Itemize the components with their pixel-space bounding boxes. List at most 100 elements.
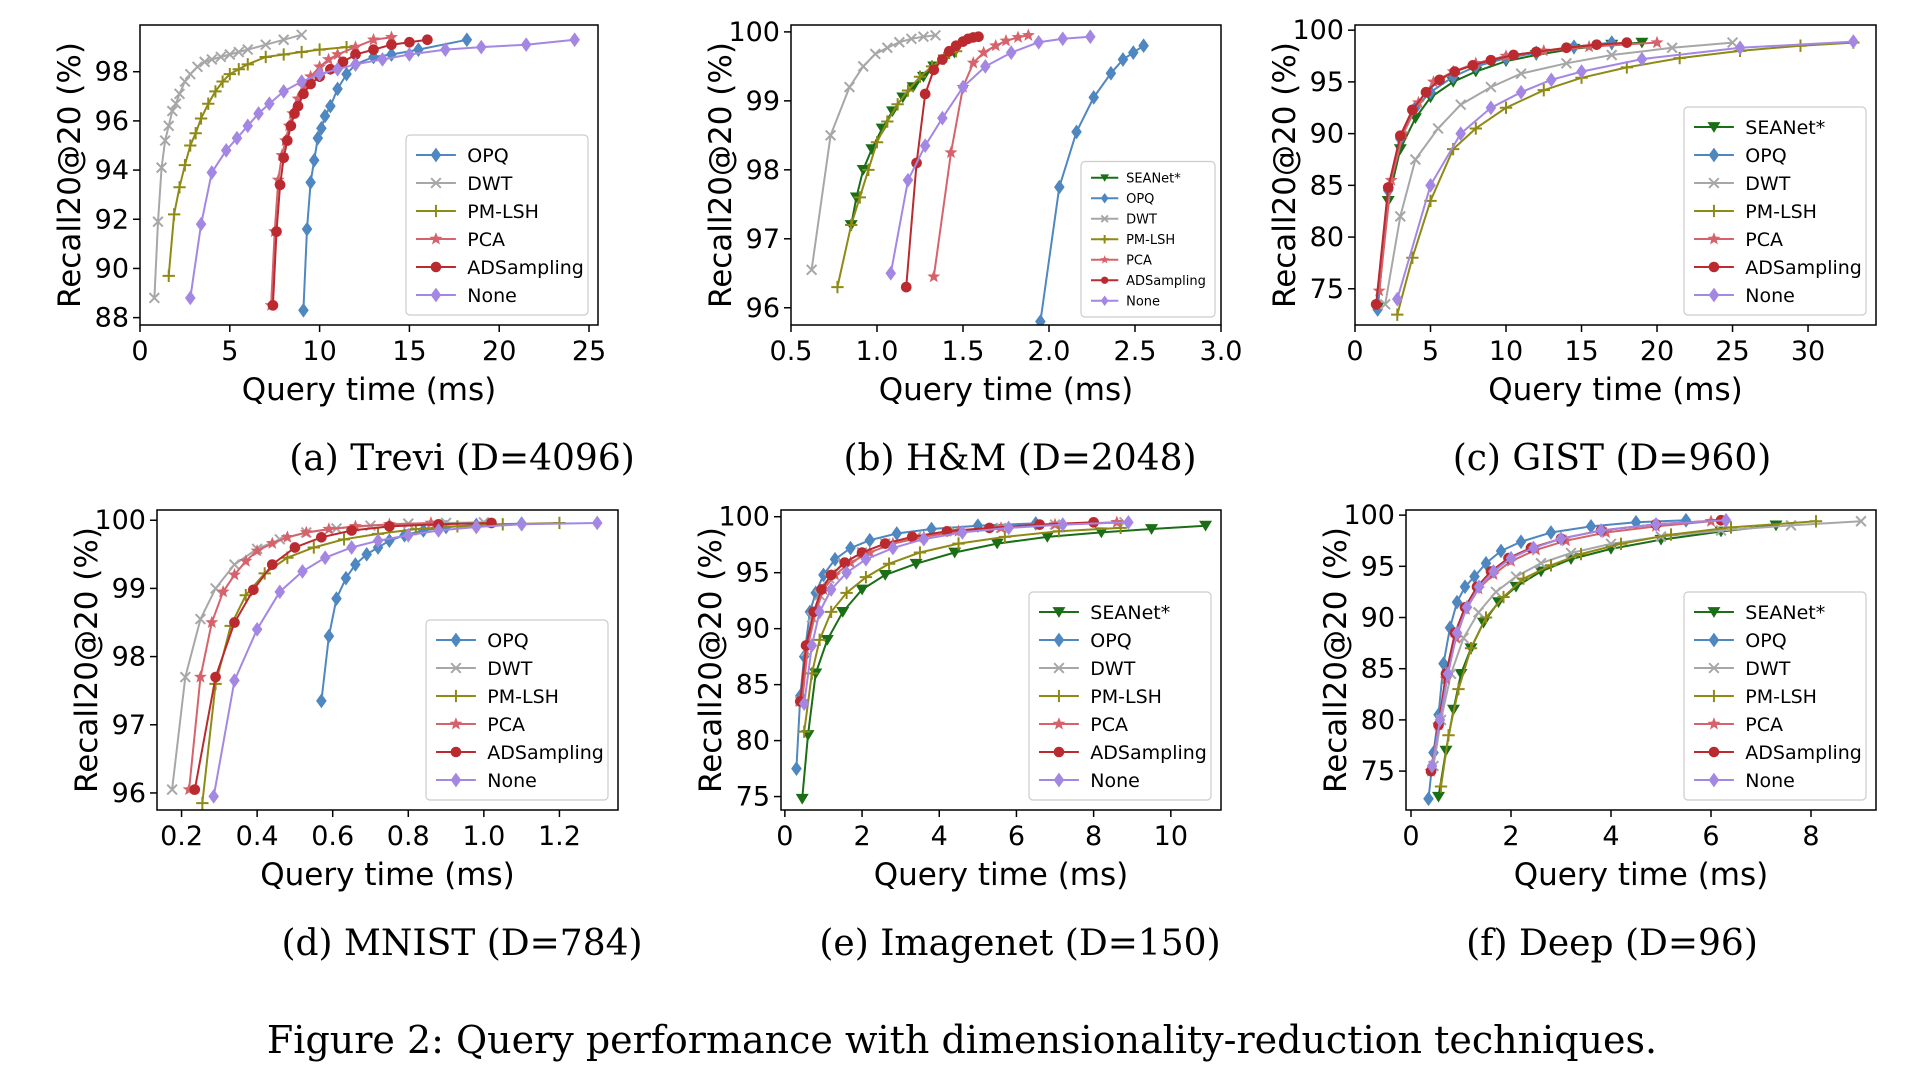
data-point-adsampling — [839, 557, 851, 568]
data-point-adsampling — [825, 569, 837, 581]
legend-marker-adsampling — [450, 746, 462, 758]
x-axis-label: Query time (ms) — [260, 857, 515, 893]
data-point-none — [278, 84, 289, 99]
data-point-seanet — [990, 538, 1004, 550]
x-tick-label: 1.5 — [942, 336, 985, 367]
data-point-opq — [319, 108, 331, 124]
data-point-pm-lsh — [259, 50, 272, 64]
data-point-dwt — [163, 120, 175, 132]
data-point-none — [332, 61, 343, 77]
x-tick-label: 10 — [1489, 336, 1523, 367]
legend-marker-none — [1708, 287, 1720, 303]
data-point-pca — [1372, 284, 1386, 297]
data-point-adsampling — [1561, 42, 1572, 54]
legend-marker-none — [1100, 295, 1109, 307]
data-point-adsampling — [271, 226, 282, 237]
data-point-pca — [1499, 49, 1513, 62]
x-tick-label: 0 — [131, 336, 148, 367]
data-point-dwt — [929, 29, 942, 41]
data-point-pca — [927, 269, 941, 283]
data-point-dwt — [242, 44, 254, 56]
data-point-seanet — [1432, 791, 1445, 803]
legend-box — [1683, 106, 1867, 316]
data-point-pm-lsh — [178, 158, 192, 172]
data-point-none — [296, 74, 307, 89]
legend-box — [1028, 591, 1212, 801]
y-tick-label: 100 — [718, 502, 770, 533]
legend-label-seanet: SEANet* — [1126, 171, 1181, 186]
legend-marker-opq — [430, 147, 442, 163]
data-point-pm-lsh — [295, 45, 308, 59]
data-point-pm-lsh — [173, 181, 186, 194]
data-point-pm-lsh — [870, 136, 884, 149]
data-point-none — [404, 47, 415, 62]
legend: SEANet* OPQ DWT PM-LSH PCA ADSampling None — [1028, 591, 1212, 801]
data-point-adsampling — [1434, 74, 1445, 86]
legend-label-none: None — [1090, 770, 1140, 792]
data-point-none — [264, 96, 275, 112]
legend-marker-adsampling — [1708, 261, 1720, 273]
legend-label-pca: PCA — [1090, 714, 1128, 736]
data-point-none — [402, 527, 414, 543]
data-point-dwt — [170, 98, 182, 110]
data-point-pm-lsh — [831, 280, 844, 294]
y-tick-label: 97 — [746, 224, 780, 255]
data-point-dwt — [917, 31, 930, 43]
data-point-pm-lsh — [1664, 528, 1678, 541]
legend-label-adsampling: ADSampling — [1090, 742, 1207, 764]
subfigure-caption: (b) H&M (D=2048) — [843, 438, 1196, 479]
legend-label-seanet: SEANet* — [1745, 117, 1825, 139]
data-point-none — [314, 66, 325, 82]
data-point-pm-lsh — [840, 586, 853, 600]
x-tick-label: 25 — [1715, 336, 1749, 367]
plot-frame — [780, 509, 1222, 811]
data-point-pm-lsh — [1620, 61, 1633, 74]
legend-marker-pca — [429, 232, 443, 245]
series-line-pm-lsh — [803, 526, 1121, 732]
data-point-dwt — [148, 292, 160, 304]
data-point-none — [319, 550, 331, 566]
data-point-pca — [944, 145, 958, 159]
legend-marker-none — [450, 772, 462, 788]
data-point-opq — [1105, 65, 1117, 81]
data-point-none — [1451, 625, 1463, 641]
data-point-dwt — [159, 134, 171, 147]
data-point-opq — [323, 628, 335, 644]
data-point-none — [274, 584, 286, 600]
x-tick-label: 0 — [1346, 336, 1363, 367]
legend-label-pca: PCA — [1745, 714, 1783, 736]
data-point-none — [220, 143, 232, 158]
data-point-pm-lsh — [209, 85, 222, 98]
data-point-pm-lsh — [162, 269, 175, 282]
data-point-opq — [305, 175, 316, 190]
data-point-pca — [304, 69, 318, 83]
x-tick-label: 1.0 — [856, 336, 899, 367]
data-point-none — [1084, 29, 1096, 45]
x-tick-label: 2 — [1502, 821, 1519, 852]
data-point-dwt — [155, 162, 168, 174]
y-tick-label: 98 — [746, 155, 780, 186]
data-point-pm-lsh — [797, 725, 811, 738]
x-tick-label: 2.0 — [1028, 336, 1071, 367]
data-point-dwt — [1472, 606, 1485, 618]
data-point-pm-lsh — [307, 541, 320, 554]
data-point-none — [206, 165, 218, 180]
data-point-dwt — [233, 46, 245, 58]
data-point-opq — [1545, 525, 1557, 540]
data-point-pca — [966, 56, 980, 69]
data-point-pm-lsh — [1499, 101, 1513, 114]
data-point-opq — [1035, 314, 1046, 325]
x-tick-label: 1.2 — [538, 821, 581, 852]
data-point-none — [1720, 512, 1732, 528]
data-point-pm-lsh — [196, 797, 209, 810]
data-point-opq — [325, 98, 336, 114]
legend-marker-pm-lsh — [429, 204, 443, 218]
legend-label-adsampling: ADSampling — [1745, 257, 1862, 279]
legend-label-dwt: DWT — [1745, 658, 1790, 680]
data-point-none — [1650, 516, 1662, 532]
data-point-opq — [845, 540, 856, 556]
y-tick-label: 80 — [1361, 705, 1395, 736]
x-tick-label: 6 — [1702, 821, 1719, 852]
y-axis-label: Recall20@20 (%) — [52, 42, 88, 308]
